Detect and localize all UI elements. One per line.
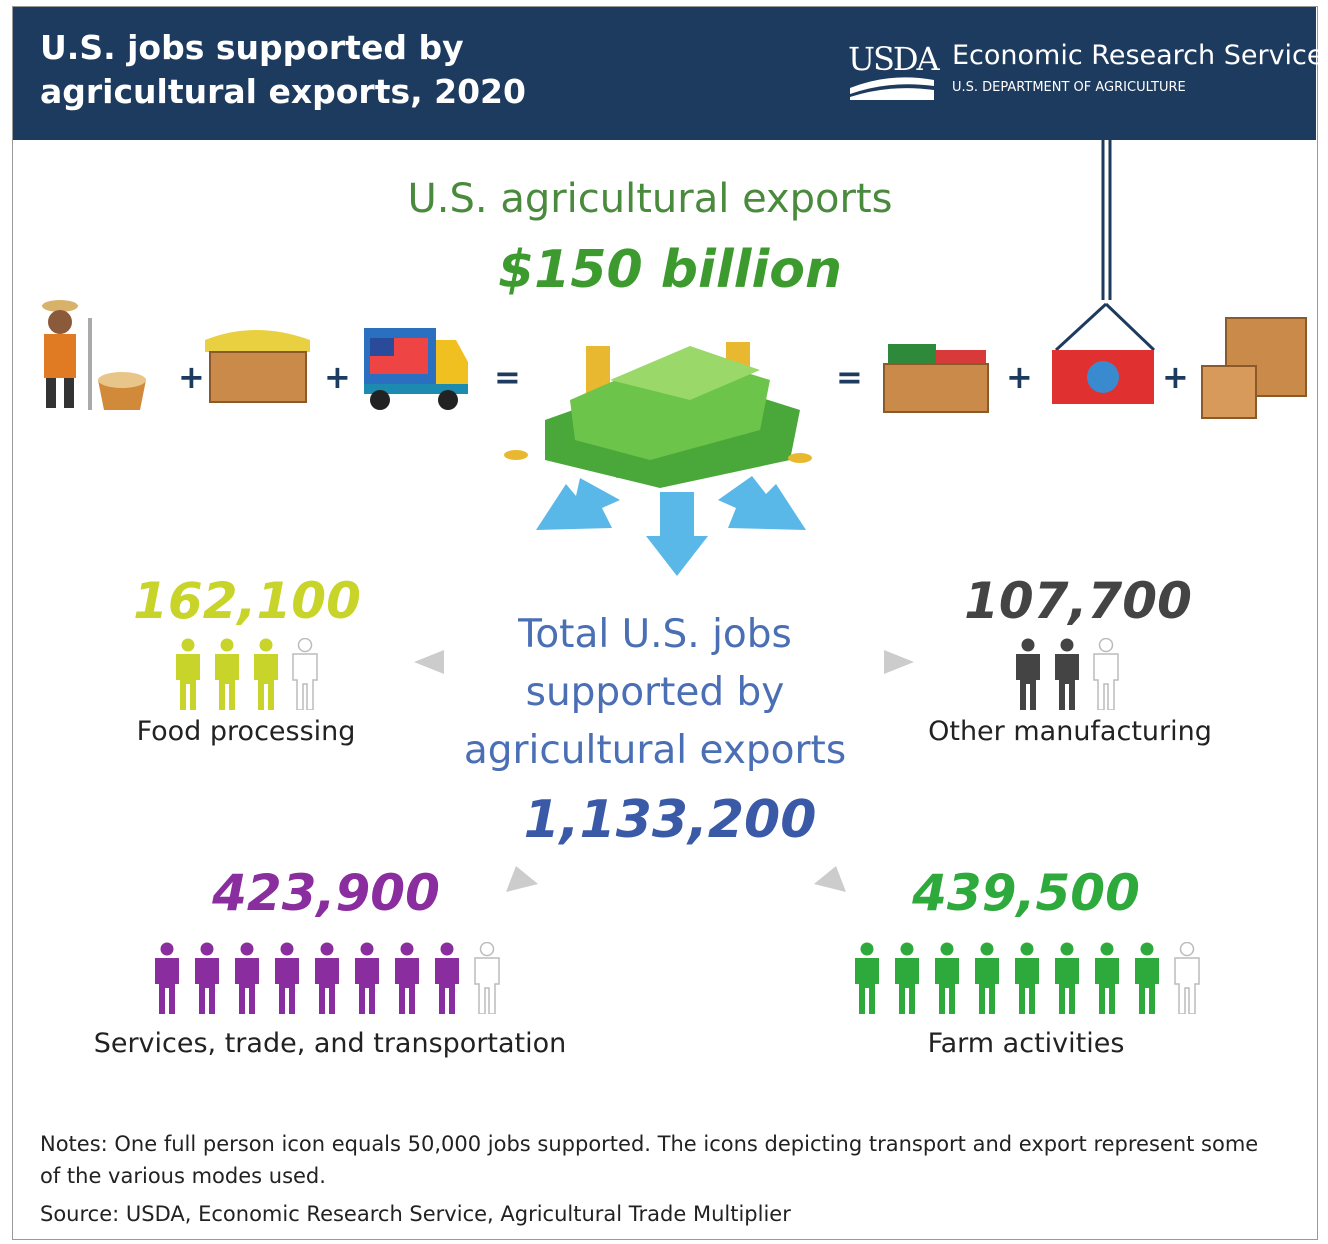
person-icon	[235, 942, 259, 1014]
person-icon	[315, 942, 339, 1014]
sector-label: Services, trade, and transportation	[93, 1028, 567, 1059]
sector-value: 107,700	[964, 572, 1192, 630]
plus: +	[178, 358, 205, 396]
source: Source: USDA, Economic Research Service,…	[40, 1202, 791, 1226]
person-icon	[975, 942, 999, 1014]
money-pile	[504, 342, 812, 488]
person-icon	[395, 942, 419, 1014]
exports-label: U.S. agricultural exports	[407, 176, 893, 222]
person-icon	[1055, 942, 1079, 1014]
person-icon	[1015, 942, 1039, 1014]
usda-logo-swoosh	[850, 77, 934, 100]
plus: +	[1162, 358, 1189, 396]
person-icon	[895, 942, 919, 1014]
person-icon	[1095, 942, 1119, 1014]
equals: =	[836, 358, 863, 396]
person-icon	[176, 638, 200, 710]
person-icon	[275, 942, 299, 1014]
title: U.S. jobs supported by agricultural expo…	[40, 28, 526, 111]
sector-label: Other manufacturing	[928, 716, 1212, 747]
plus: +	[324, 358, 351, 396]
total-value: 1,133,200	[523, 790, 817, 850]
department: U.S. DEPARTMENT OF AGRICULTURE	[952, 80, 1186, 95]
person-icon	[1055, 638, 1079, 710]
boxes	[1201, 317, 1307, 419]
plus: +	[1006, 358, 1033, 396]
person-icon	[155, 942, 179, 1014]
person-icon	[1174, 942, 1200, 1014]
sector-value: 423,900	[212, 864, 440, 922]
agency: Economic Research Service	[952, 40, 1324, 71]
person-icon	[474, 942, 500, 1014]
person-icon	[935, 942, 959, 1014]
sector-label: Food processing	[136, 716, 356, 747]
sector-label: Farm activities	[927, 1028, 1125, 1059]
person-icon	[355, 942, 379, 1014]
down-arrows	[536, 476, 806, 576]
notes: Notes: One full person icon equals 50,00…	[40, 1132, 1259, 1188]
person-icon	[1093, 638, 1119, 710]
equals: =	[494, 358, 521, 396]
person-icon	[435, 942, 459, 1014]
person-icon	[1135, 942, 1159, 1014]
person-icon	[195, 942, 219, 1014]
person-icon	[855, 942, 879, 1014]
farmer	[42, 300, 146, 410]
sector-value: 439,500	[912, 864, 1140, 922]
pointer-arrows	[414, 650, 914, 892]
header-band	[13, 7, 1316, 140]
container	[1052, 302, 1156, 404]
corn-crate	[205, 330, 310, 403]
total-label: Total U.S. jobs supported by agricultura…	[463, 612, 847, 773]
person-icon	[292, 638, 318, 710]
frame	[12, 6, 1318, 1240]
truck	[364, 328, 468, 410]
exports-value: $150 billion	[497, 240, 843, 300]
logo: USDA	[848, 40, 940, 78]
produce-crate	[883, 344, 989, 413]
person-icon	[215, 638, 239, 710]
person-icon	[254, 638, 278, 710]
sector-value: 162,100	[133, 572, 361, 630]
person-icon	[1016, 638, 1040, 710]
